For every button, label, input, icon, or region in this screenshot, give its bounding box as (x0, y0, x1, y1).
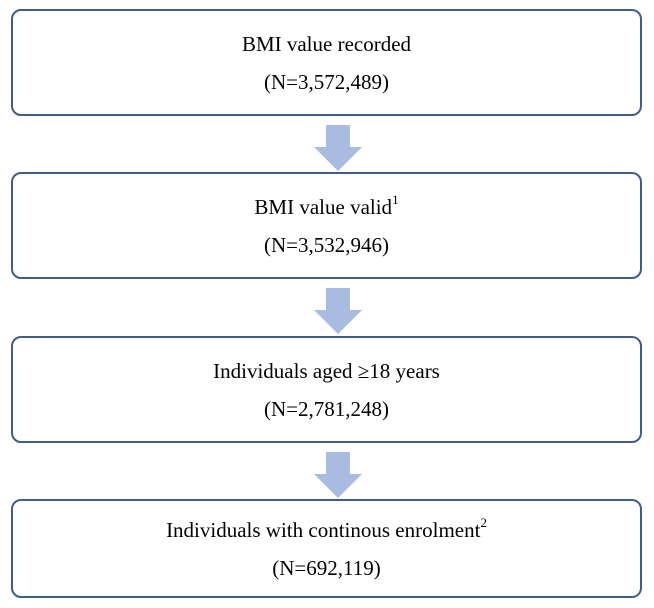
down-arrow-icon (314, 125, 362, 171)
down-arrow-icon (314, 288, 362, 334)
flow-step-bmi-valid: BMI value valid1 (N=3,532,946) (11, 172, 642, 279)
step-label: Individuals with continous enrolment2 (166, 514, 487, 542)
down-arrow-icon (314, 452, 362, 498)
step-label: BMI value valid1 (254, 191, 399, 219)
footnote-marker: 1 (392, 191, 399, 207)
step-label: BMI value recorded (241, 31, 412, 56)
step-count: (N=2,781,248) (264, 396, 389, 421)
step-count: (N=3,572,489) (264, 69, 389, 94)
flow-step-aged-18-plus: Individuals aged ≥18 years (N=2,781,248) (11, 336, 642, 443)
step-count: (N=692,119) (272, 555, 381, 580)
footnote-marker: 2 (480, 514, 487, 530)
flow-step-continuous-enrolment: Individuals with continous enrolment2 (N… (11, 499, 642, 598)
flow-step-bmi-recorded: BMI value recorded (N=3,572,489) (11, 9, 642, 116)
step-count: (N=3,532,946) (264, 232, 389, 257)
step-label: Individuals aged ≥18 years (213, 358, 440, 383)
